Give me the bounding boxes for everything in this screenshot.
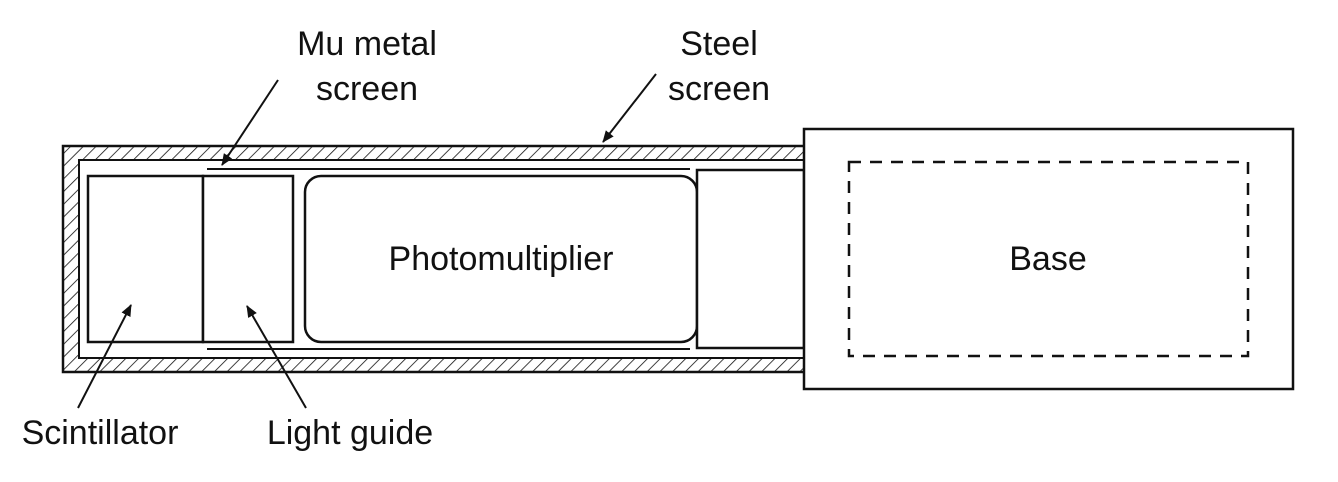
steel-screen-label-line2: screen <box>668 70 770 108</box>
base-housing <box>802 127 1295 391</box>
scintillator-arrow <box>77 304 132 409</box>
mu-metal-screen <box>207 168 690 350</box>
tube-end-connector <box>695 168 806 350</box>
scintillator-block <box>86 174 205 344</box>
base-label: Base <box>1009 240 1087 278</box>
mu-metal-arrow <box>221 79 279 166</box>
steel-screen-label-line1: Steel <box>680 25 758 63</box>
scintillator-label: Scintillator <box>22 414 179 452</box>
base-inner-dashed <box>847 160 1250 358</box>
mu-metal-label-line2: screen <box>316 70 418 108</box>
photomultiplier-label: Photomultiplier <box>389 240 614 278</box>
light-guide-block <box>201 174 295 344</box>
light-guide-label: Light guide <box>267 414 433 452</box>
steel-screen-arrow <box>602 73 657 143</box>
mu-metal-label-line1: Mu metal <box>297 25 437 63</box>
light-guide-arrow <box>246 305 307 409</box>
steel-screen <box>61 144 804 374</box>
